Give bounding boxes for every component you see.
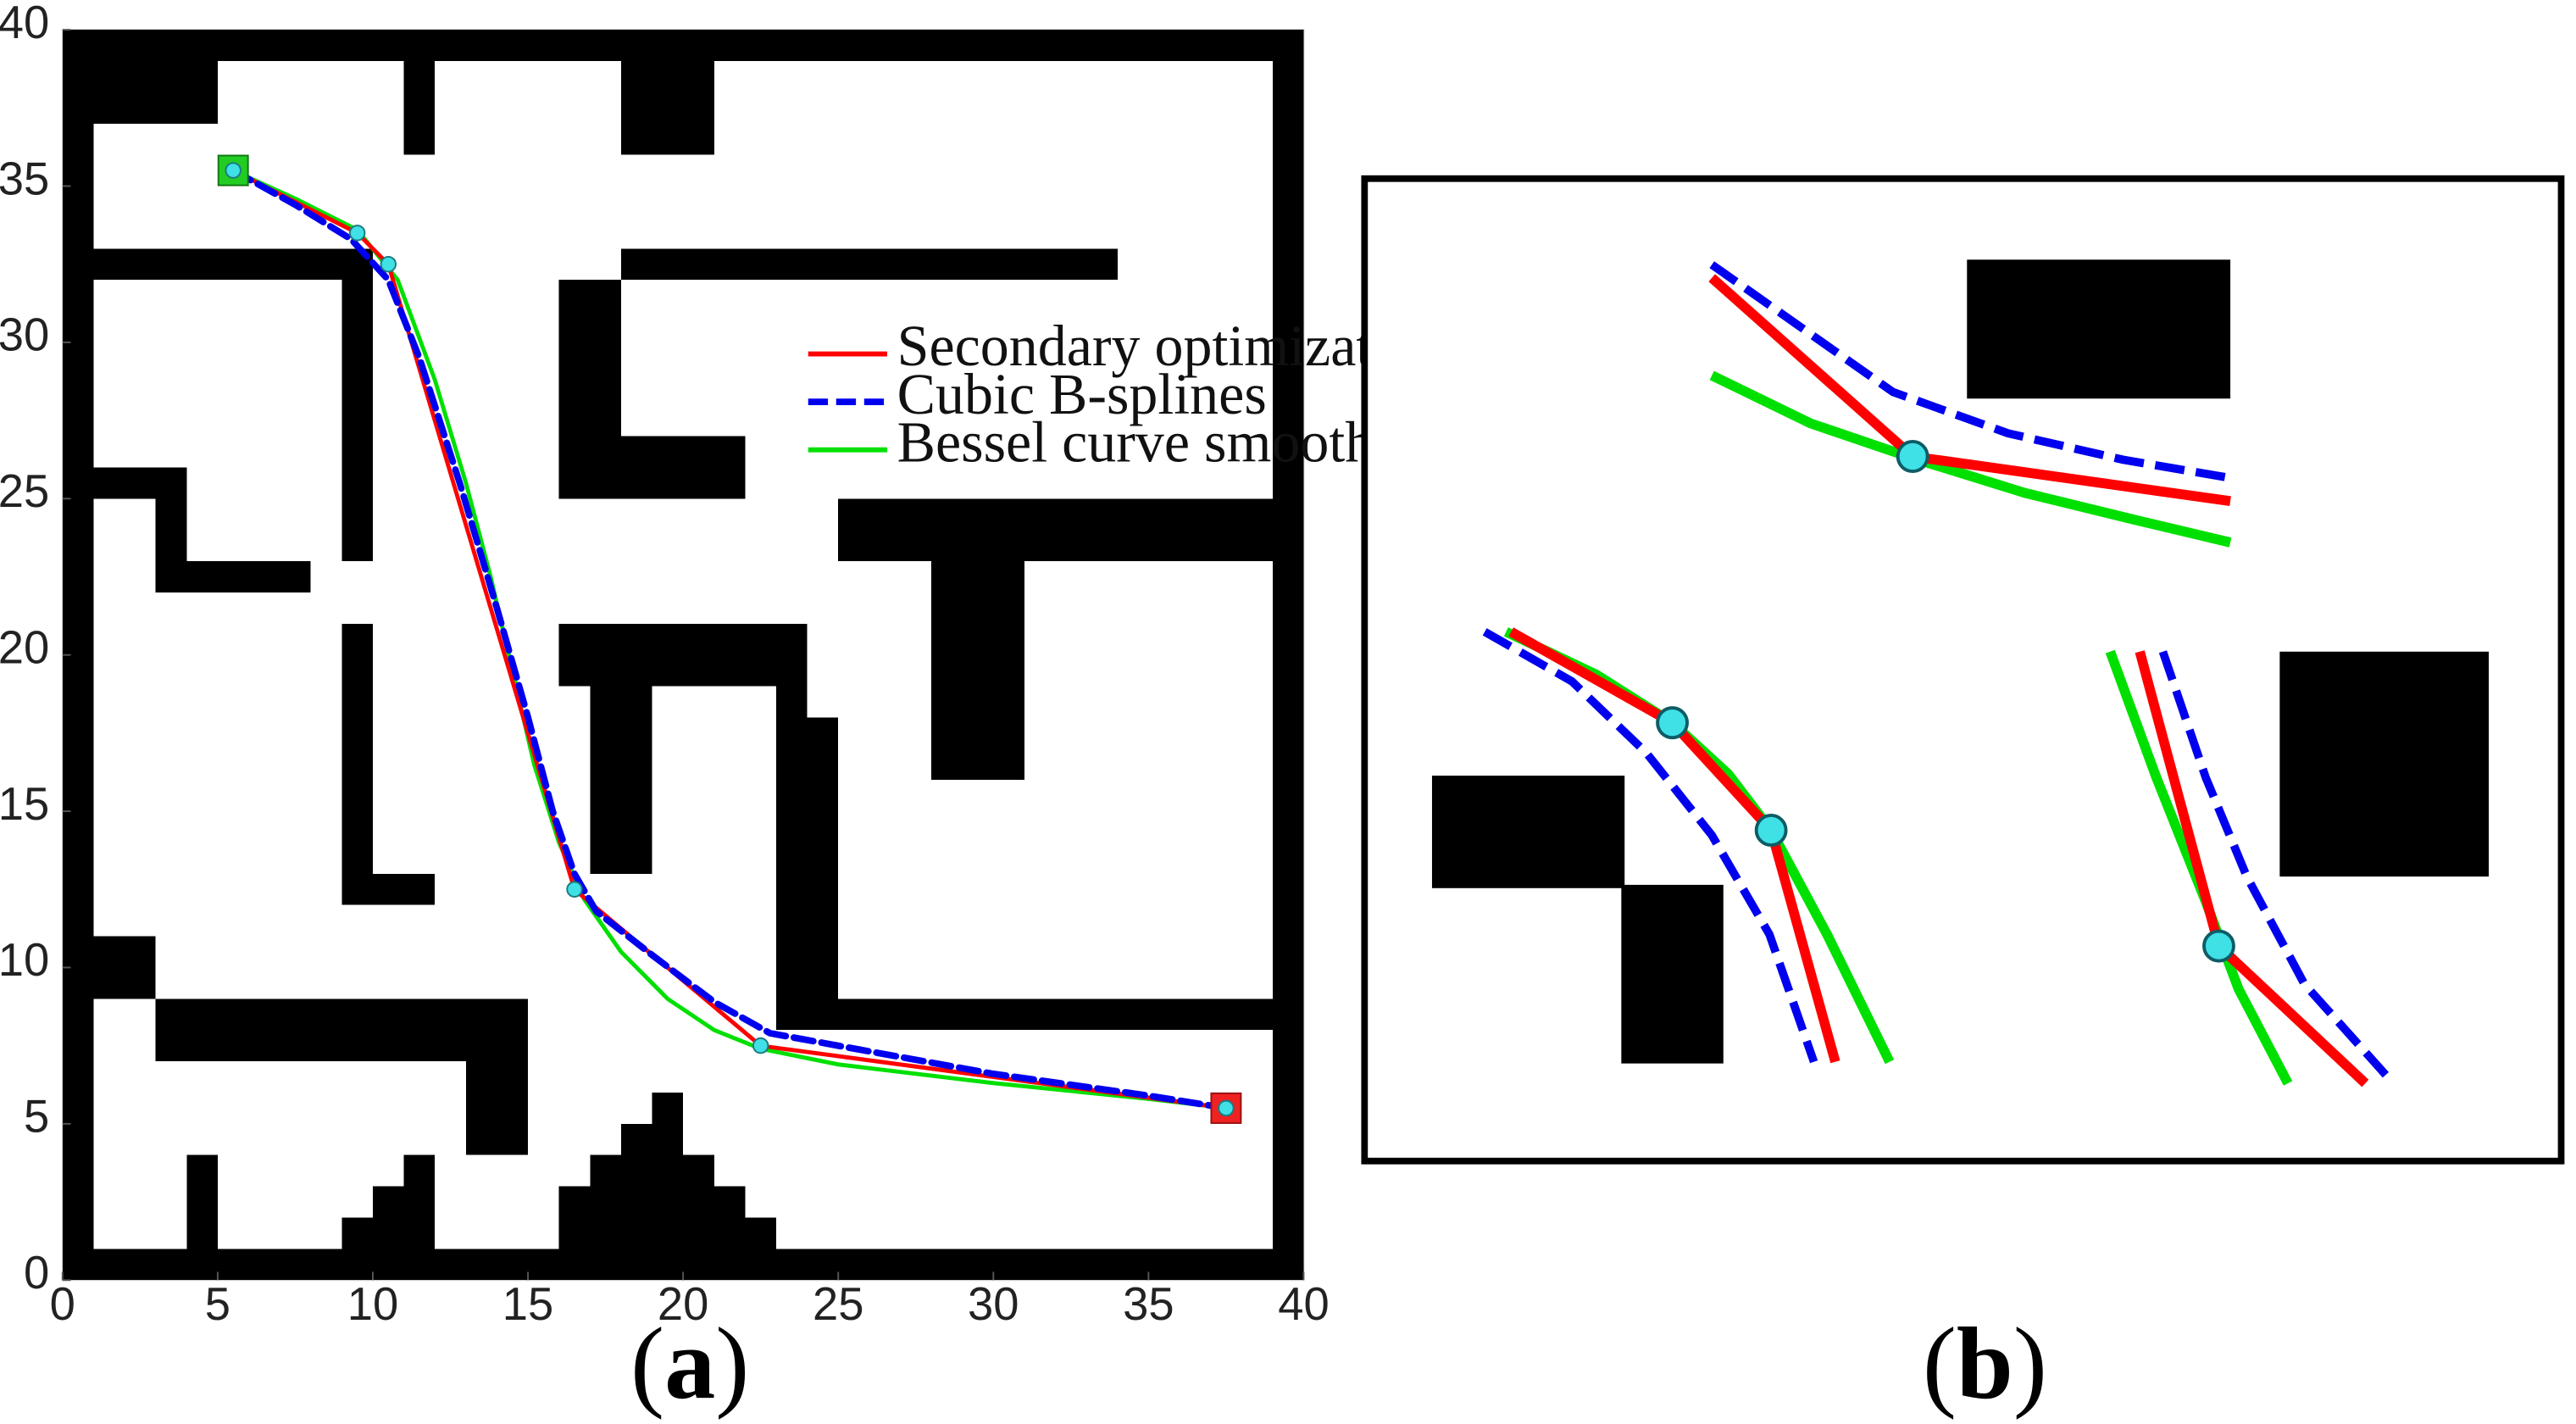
y-tick-label: 40 xyxy=(0,0,49,48)
waypoint-marker xyxy=(1754,814,1788,848)
legend-label-secondary-optimization: Secondary optimization xyxy=(897,314,1446,378)
inset-2 xyxy=(1431,627,1895,1065)
obstacle-cell xyxy=(93,30,1273,61)
x-tick-label: 25 xyxy=(813,1278,863,1330)
waypoint-marker xyxy=(380,255,397,273)
y-tick-label: 30 xyxy=(0,309,49,361)
y-tick-label: 0 xyxy=(24,1247,49,1299)
obstacle-cell xyxy=(1272,30,1304,61)
obstacle-cell xyxy=(341,280,373,562)
x-tick-label: 40 xyxy=(1278,1278,1329,1330)
y-tick-label: 10 xyxy=(0,934,49,986)
panel-label-b-letter: b xyxy=(1957,1307,2013,1421)
obstacle-cell xyxy=(1272,61,1304,1249)
series-line-secondary-optimization xyxy=(1508,627,1840,1064)
obstacle-cell xyxy=(62,30,94,61)
obstacle-cell xyxy=(652,1092,684,1249)
obstacle-block xyxy=(1967,259,2231,399)
obstacle-cell xyxy=(341,623,373,905)
obstacle-cell xyxy=(620,61,714,155)
y-tick-label: 20 xyxy=(0,621,49,673)
obstacle-cell xyxy=(775,717,839,1031)
series-line-bessel-curve-smoothing xyxy=(1709,370,2232,548)
inset-3 xyxy=(2105,649,2490,1087)
y-tick-label: 35 xyxy=(0,153,49,204)
panel-label-a-letter: a xyxy=(664,1307,715,1421)
path-series-layer xyxy=(230,167,1230,1112)
series-line-cubic-b-splines xyxy=(2158,650,2396,1087)
obstacle-cell xyxy=(1024,998,1273,1031)
series-line-secondary-optimization xyxy=(230,168,1229,1110)
series-line-cubic-b-splines xyxy=(1709,261,2231,482)
series-line-cubic-b-splines xyxy=(230,167,1230,1112)
waypoint-marker xyxy=(752,1037,769,1054)
obstacle-block xyxy=(2279,651,2490,877)
obstacle-cell xyxy=(155,998,529,1062)
panel-label-b: (b) xyxy=(1923,1307,2047,1421)
obstacle-cell xyxy=(590,686,652,874)
obstacle-cell xyxy=(403,1154,436,1249)
waypoint-marker xyxy=(225,162,242,179)
obstacle-block xyxy=(1431,776,1625,888)
obstacle-cell xyxy=(155,561,311,592)
waypoint-layer xyxy=(217,154,1242,1124)
obstacle-cell xyxy=(93,936,156,999)
waypoint-marker xyxy=(1656,706,1689,740)
y-tick-label: 5 xyxy=(24,1091,49,1143)
panel-b-zoom-insets: (b) xyxy=(1361,175,2565,1421)
obstacle-cell xyxy=(372,1186,404,1249)
obstacle-cell xyxy=(1272,1249,1304,1281)
waypoint-marker xyxy=(2202,929,2235,963)
obstacle-cell xyxy=(900,248,1118,281)
x-tick-label: 35 xyxy=(1123,1278,1174,1330)
obstacle-cell xyxy=(341,1217,373,1249)
legend-label-cubic-b-splines: Cubic B-splines xyxy=(897,362,1267,426)
legend-label-bessel-curve-smoothing: Bessel curve smoothing xyxy=(897,409,1447,474)
panel-label-a: (a) xyxy=(630,1307,749,1421)
obstacle-cell xyxy=(93,248,373,281)
obstacle-cell xyxy=(62,1249,94,1281)
x-tick-label: 5 xyxy=(205,1278,230,1330)
waypoint-marker xyxy=(1218,1099,1235,1117)
y-tick-label: 25 xyxy=(0,465,49,517)
obstacle-cell xyxy=(341,873,436,905)
obstacle-cell xyxy=(93,61,218,124)
y-tick-label: 15 xyxy=(0,778,49,830)
x-tick-label: 20 xyxy=(658,1278,708,1330)
obstacle-cell xyxy=(186,1154,218,1249)
panel-a-map-plot: 0 5 10 15 20 25 30 35 40 0 5 10 15 20 25 30 35 40 Seconda… xyxy=(0,0,1447,1421)
axes: 0 5 10 15 20 25 30 35 40 0 5 10 15 20 25 30 35 40 xyxy=(0,0,1330,1330)
obstacle-cell xyxy=(931,561,1024,781)
obstacle-cell xyxy=(838,498,1304,562)
inset-1 xyxy=(1708,259,2232,548)
obstacle-cell xyxy=(93,467,187,499)
x-tick-label: 10 xyxy=(347,1278,398,1330)
waypoint-marker xyxy=(1896,440,1929,474)
obstacle-cell xyxy=(558,623,808,687)
obstacle-cell xyxy=(403,61,436,155)
x-tick-label: 30 xyxy=(968,1278,1019,1330)
legend: Secondary optimization Cubic B-splines B… xyxy=(808,314,1447,474)
waypoint-marker xyxy=(348,225,366,242)
x-tick-label: 0 xyxy=(50,1278,75,1330)
waypoint-marker xyxy=(566,881,583,898)
obstacle-cell xyxy=(465,1061,529,1155)
obstacle-block xyxy=(1621,884,1724,1064)
series-line-cubic-b-splines xyxy=(1482,628,1818,1064)
inset-layer xyxy=(1431,259,2490,1087)
x-tick-label: 15 xyxy=(502,1278,553,1330)
obstacle-cell xyxy=(558,436,746,499)
